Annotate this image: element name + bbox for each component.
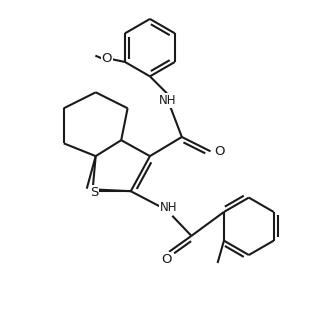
Text: NH: NH: [159, 95, 176, 108]
Text: S: S: [90, 186, 98, 199]
Text: O: O: [214, 146, 225, 159]
Text: O: O: [102, 52, 112, 65]
Text: NH: NH: [160, 201, 178, 214]
Text: O: O: [161, 253, 172, 266]
